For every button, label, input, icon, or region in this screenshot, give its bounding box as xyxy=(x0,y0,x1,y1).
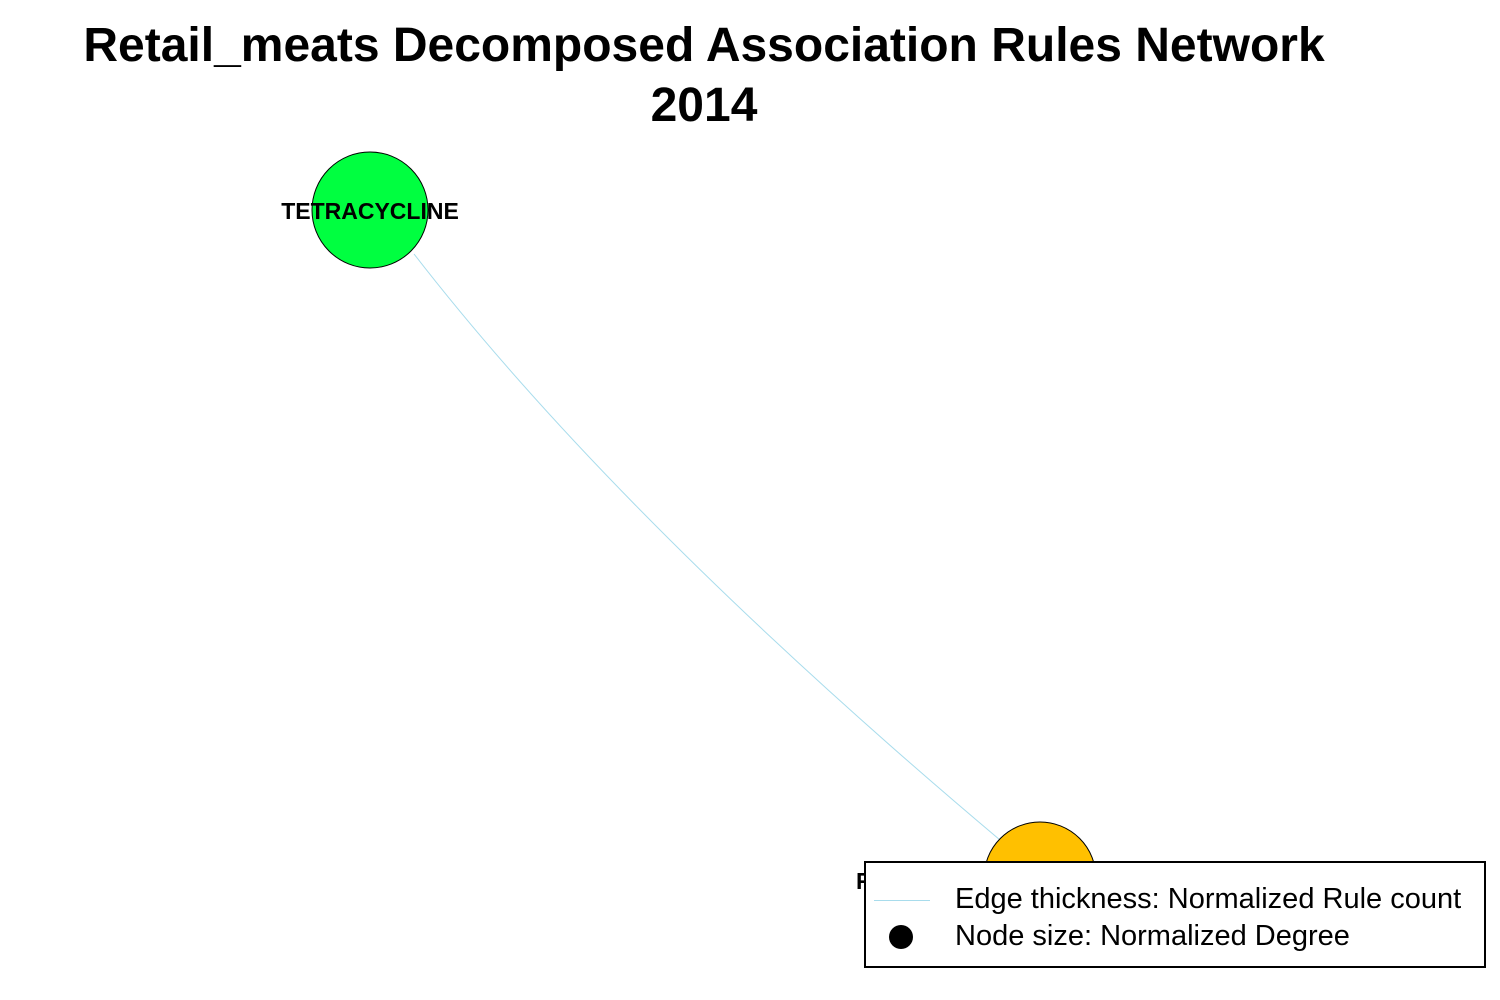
legend-edge-line-icon xyxy=(874,900,930,901)
legend: Edge thickness: Normalized Rule count No… xyxy=(864,861,1486,968)
legend-node-dot-icon xyxy=(889,925,913,949)
edge-tetracycline-to-second-node xyxy=(413,253,1001,841)
legend-row-node: Node size: Normalized Degree xyxy=(866,920,1484,956)
chart-title-line-2: 2014 xyxy=(650,79,758,132)
legend-edge-label: Edge thickness: Normalized Rule count xyxy=(955,883,1462,915)
legend-row-edge: Edge thickness: Normalized Rule count xyxy=(866,883,1484,919)
node-label-tetracycline: TETRACYCLINE xyxy=(281,198,459,224)
legend-node-label: Node size: Normalized Degree xyxy=(955,920,1350,952)
chart-title-line-1: Retail_meats Decomposed Association Rule… xyxy=(83,19,1325,72)
node-tetracycline[interactable] xyxy=(311,151,429,269)
